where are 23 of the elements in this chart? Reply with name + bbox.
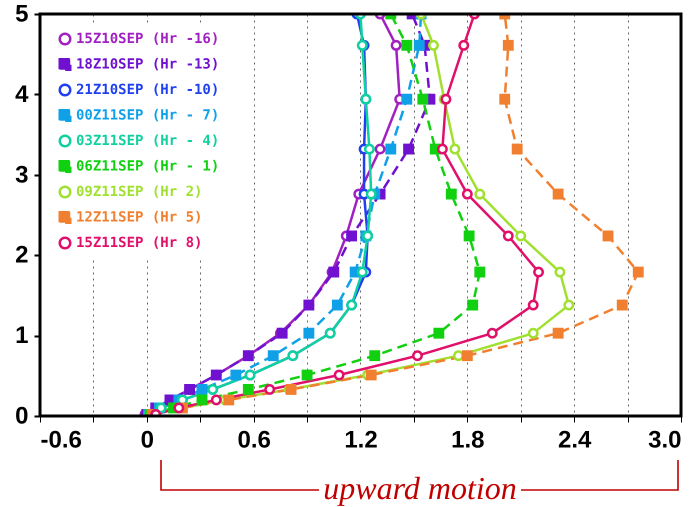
legend-label: 15Z11SEP (Hr 8): [76, 235, 202, 251]
legend-label: 00Z11SEP (Hr - 7): [76, 108, 220, 124]
y-tick-label: 5: [15, 0, 28, 28]
x-tick-label: 0.6: [237, 426, 271, 454]
y-tick-label: 3: [15, 161, 28, 188]
x-tick-label: 1.2: [344, 426, 378, 454]
x-tick-label: 0: [140, 426, 154, 454]
legend-label: 12Z11SEP (Hr 5): [76, 210, 202, 226]
y-tick-label: 2: [15, 242, 28, 269]
x-tick-label: -0.6: [40, 426, 82, 454]
legend-label: 06Z11SEP (Hr - 1): [76, 158, 220, 174]
legend-label: 09Z11SEP (Hr 2): [76, 184, 202, 200]
x-tick-label: 1.8: [451, 426, 485, 454]
legend-label: 21Z10SEP (Hr -10): [76, 82, 220, 98]
x-tick-label: 2.4: [558, 426, 592, 454]
legend-label: 18Z10SEP (Hr -13): [76, 56, 220, 72]
y-tick-label: 1: [15, 322, 28, 350]
text: upward motion: [319, 470, 521, 506]
y-tick-label: 4: [15, 80, 30, 108]
x-tick-label: 3.0: [648, 426, 682, 454]
legend-label: 03Z11SEP (Hr - 4): [76, 133, 220, 149]
y-tick-label: 0: [15, 402, 28, 430]
legend-label: 15Z10SEP (Hr -16): [76, 31, 220, 47]
